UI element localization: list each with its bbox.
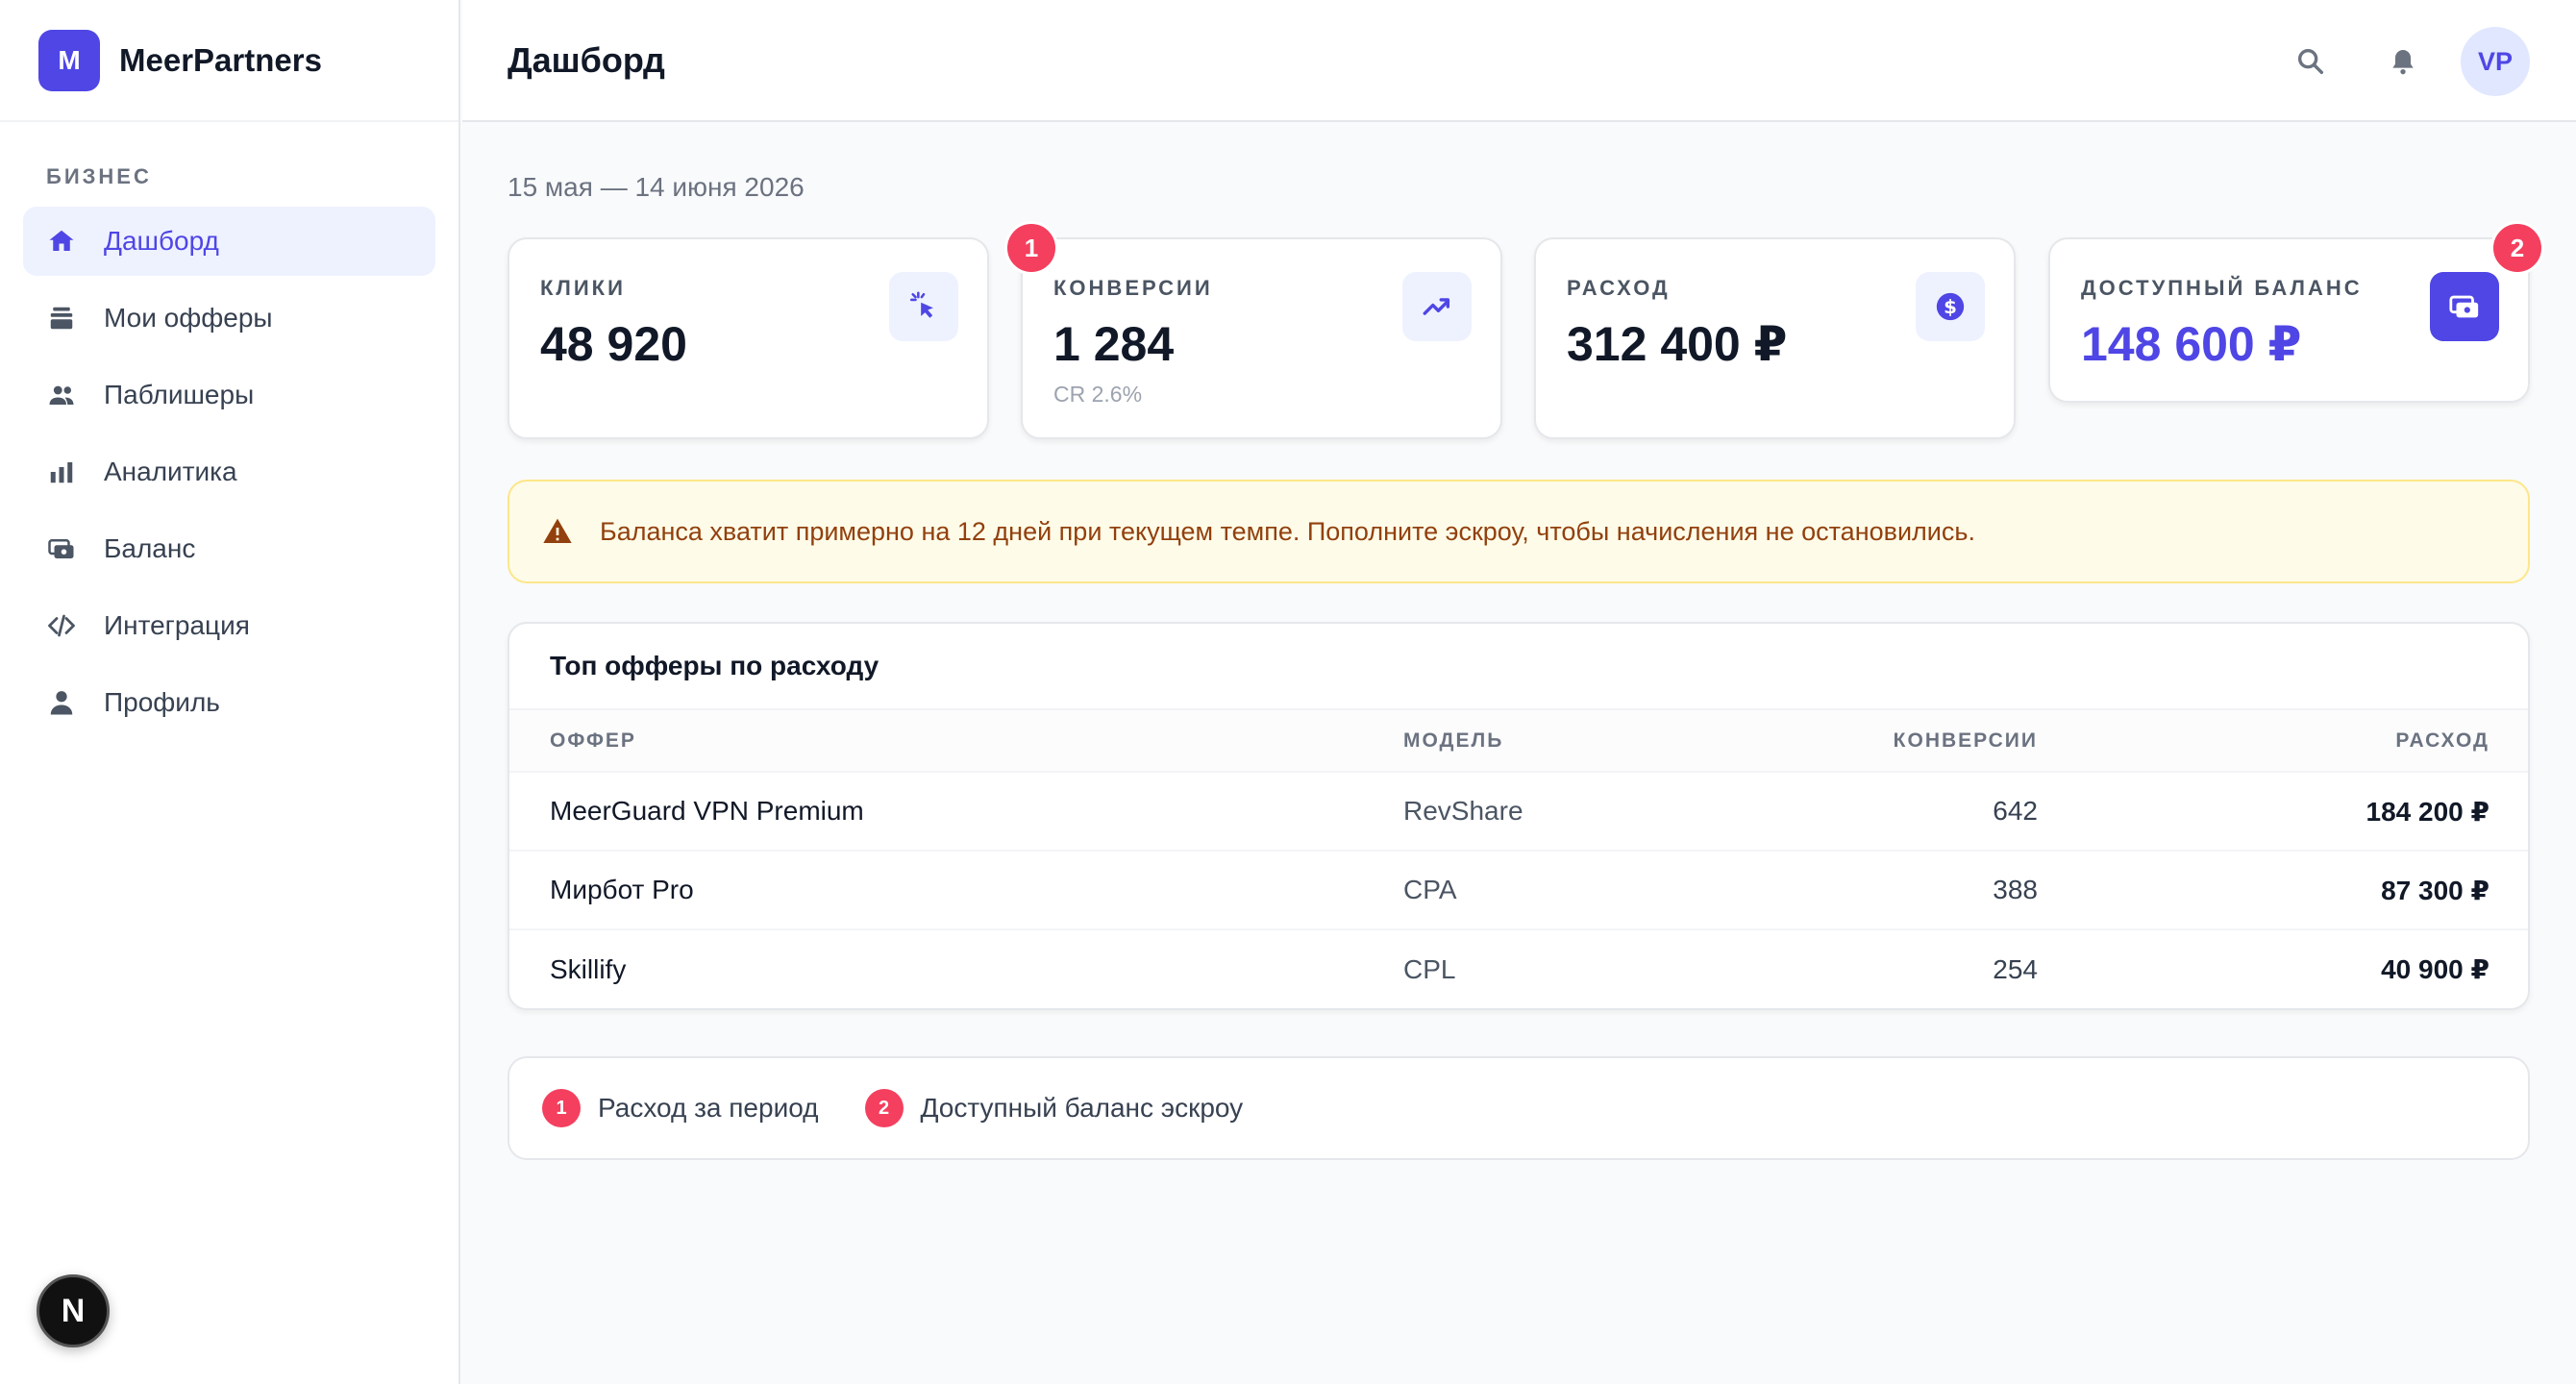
annotation-legend: 1 Расход за период 2 Доступный баланс эс… xyxy=(508,1056,2530,1160)
table-header-row: ОФФЕР МОДЕЛЬ КОНВЕРСИИ РАСХОД xyxy=(509,710,2528,772)
brand[interactable]: M MeerPartners xyxy=(0,0,458,122)
offer-model: RevShare xyxy=(1403,771,1749,851)
sidebar-item-balance[interactable]: Баланс xyxy=(23,514,435,583)
wallet-icon xyxy=(2430,272,2499,341)
bar-chart-icon xyxy=(46,457,77,487)
sidebar-item-label: Мои офферы xyxy=(104,303,273,333)
offer-name: Мирбот Pro xyxy=(509,850,1403,929)
avatar[interactable]: VP xyxy=(2461,27,2530,96)
kpi-value: 312 400 ₽ xyxy=(1567,317,1788,371)
kpi-value: 48 920 xyxy=(540,317,687,371)
sidebar: M MeerPartners БИЗНЕС Дашборд Мои офферы… xyxy=(0,0,460,1384)
users-icon xyxy=(46,380,77,410)
offer-name: MeerGuard VPN Premium xyxy=(509,771,1403,851)
sidebar-item-label: Паблишеры xyxy=(104,380,255,409)
column-header-offer[interactable]: ОФФЕР xyxy=(509,710,1403,772)
sidebar-item-label: Баланс xyxy=(104,533,196,563)
brand-logo: M xyxy=(38,29,100,91)
top-offers-table: Топ офферы по расходу ОФФЕР МОДЕЛЬ КОНВЕ… xyxy=(508,622,2530,1010)
offer-spend: 87 300 ₽ xyxy=(2038,850,2528,929)
stack-icon xyxy=(46,303,77,334)
sidebar-item-analytics[interactable]: Аналитика xyxy=(23,437,435,507)
legend-item: 2 Доступный баланс эскроу xyxy=(864,1089,1244,1127)
sidebar-item-dashboard[interactable]: Дашборд xyxy=(23,207,435,276)
svg-text:$: $ xyxy=(1944,296,1957,318)
legend-marker: 1 xyxy=(542,1089,581,1127)
page-title: Дашборд xyxy=(508,39,665,80)
top-header: Дашборд VP xyxy=(462,0,2576,122)
table-title: Топ офферы по расходу xyxy=(509,624,2528,710)
sidebar-item-profile[interactable]: Профиль xyxy=(23,668,435,737)
trend-up-icon xyxy=(1402,272,1472,341)
home-icon xyxy=(46,226,77,257)
offer-conversions: 642 xyxy=(1749,771,2038,851)
offers-table: ОФФЕР МОДЕЛЬ КОНВЕРСИИ РАСХОД MeerGuard … xyxy=(509,710,2528,1008)
offer-spend: 184 200 ₽ xyxy=(2038,771,2528,851)
search-icon xyxy=(2297,48,2324,75)
sidebar-nav: Дашборд Мои офферы Паблишеры Аналитика Б… xyxy=(0,207,458,737)
offer-spend: 40 900 ₽ xyxy=(2038,928,2528,1008)
header-actions: VP xyxy=(2253,27,2530,96)
warning-icon xyxy=(543,518,572,543)
offer-name: Skillify xyxy=(509,928,1403,1008)
search-button[interactable] xyxy=(2276,27,2345,96)
alert-message: Баланса хватит примерно на 12 дней при т… xyxy=(600,516,1975,546)
sidebar-section-label: БИЗНЕС xyxy=(46,164,152,188)
legend-item: 1 Расход за период xyxy=(542,1089,819,1127)
wallet-icon xyxy=(46,533,77,564)
annotation-marker: 1 xyxy=(1004,221,1058,275)
table-row[interactable]: MeerGuard VPN Premium RevShare 642 184 2… xyxy=(509,771,2528,851)
bell-icon xyxy=(2392,50,2414,75)
dev-tools-badge[interactable]: N xyxy=(37,1274,110,1347)
table-row[interactable]: Skillify CPL 254 40 900 ₽ xyxy=(509,928,2528,1008)
brand-name: MeerPartners xyxy=(119,41,322,78)
offer-conversions: 388 xyxy=(1749,850,2038,929)
sidebar-item-label: Интеграция xyxy=(104,610,250,640)
kpi-subtext: CR 2.6% xyxy=(1053,382,1143,407)
column-header-conversions[interactable]: КОНВЕРСИИ xyxy=(1749,710,2038,772)
sidebar-item-label: Аналитика xyxy=(104,457,237,486)
legend-text: Доступный баланс эскроу xyxy=(920,1093,1244,1123)
code-icon xyxy=(46,610,77,641)
kpi-card-conversions: КОНВЕРСИИ 1 284 CR 2.6% xyxy=(1021,237,1502,439)
sidebar-item-offers[interactable]: Мои офферы xyxy=(23,284,435,353)
sidebar-item-label: Профиль xyxy=(104,687,220,717)
kpi-card-spend: РАСХОД 312 400 ₽ $ xyxy=(1534,237,2016,439)
offer-conversions: 254 xyxy=(1749,928,2038,1008)
offer-model: CPL xyxy=(1403,928,1749,1008)
kpi-value: 1 284 xyxy=(1053,317,1175,371)
legend-marker: 2 xyxy=(864,1089,904,1127)
kpi-value: 148 600 ₽ xyxy=(2081,317,2302,371)
kpi-label: РАСХОД xyxy=(1567,276,1671,300)
column-header-spend[interactable]: РАСХОД xyxy=(2038,710,2528,772)
date-range[interactable]: 15 мая — 14 июня 2026 xyxy=(508,172,805,202)
kpi-label: ДОСТУПНЫЙ БАЛАНС xyxy=(2081,276,2363,300)
legend-text: Расход за период xyxy=(598,1093,819,1123)
kpi-cards: КЛИКИ 48 920 КОНВЕРСИИ 1 284 CR 2.6% 1 Р… xyxy=(508,221,2544,439)
kpi-label: КОНВЕРСИИ xyxy=(1053,276,1213,300)
cursor-click-icon xyxy=(889,272,958,341)
main-content: 15 мая — 14 июня 2026 КЛИКИ 48 920 КОНВЕ… xyxy=(508,122,2544,1160)
person-icon xyxy=(46,687,77,718)
offer-model: CPA xyxy=(1403,850,1749,929)
annotation-marker: 2 xyxy=(2490,221,2544,275)
notifications-button[interactable] xyxy=(2368,27,2438,96)
low-balance-alert: Баланса хватит примерно на 12 дней при т… xyxy=(508,480,2530,583)
sidebar-item-label: Дашборд xyxy=(104,226,219,256)
kpi-label: КЛИКИ xyxy=(540,276,626,300)
column-header-model[interactable]: МОДЕЛЬ xyxy=(1403,710,1749,772)
sidebar-item-integration[interactable]: Интеграция xyxy=(23,591,435,660)
sidebar-item-publishers[interactable]: Паблишеры xyxy=(23,360,435,430)
dollar-icon: $ xyxy=(1916,272,1985,341)
table-row[interactable]: Мирбот Pro CPA 388 87 300 ₽ xyxy=(509,850,2528,929)
kpi-card-clicks: КЛИКИ 48 920 xyxy=(508,237,989,439)
kpi-card-balance: ДОСТУПНЫЙ БАЛАНС 148 600 ₽ xyxy=(2048,237,2530,403)
